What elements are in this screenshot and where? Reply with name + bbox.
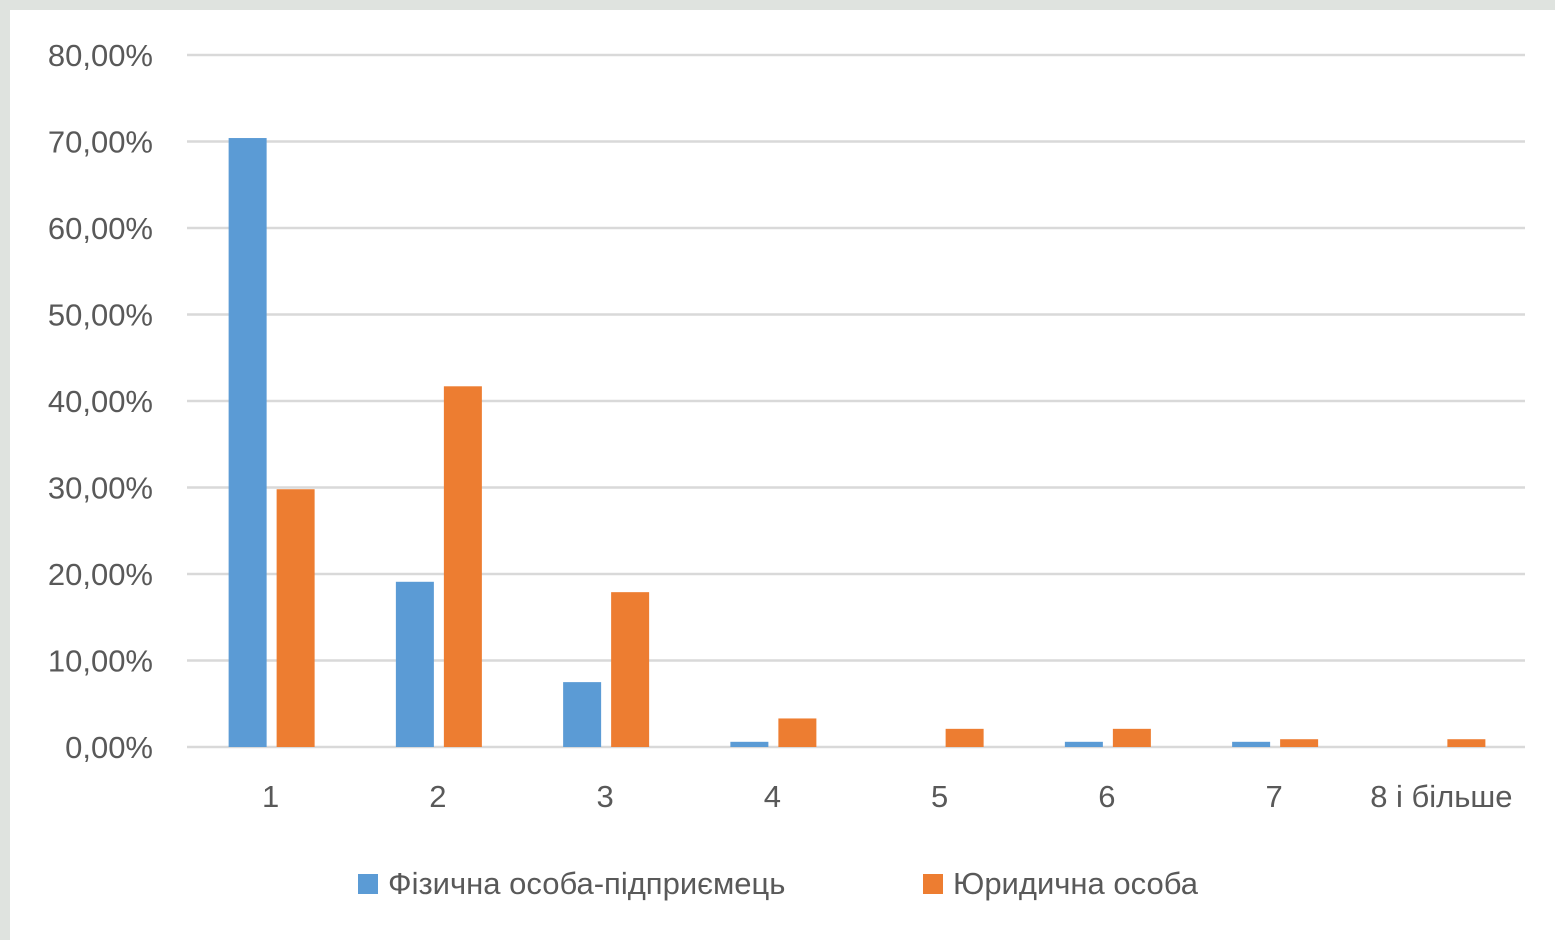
y-tick-label: 10,00% (48, 644, 153, 679)
y-tick-label: 50,00% (48, 298, 153, 333)
bar-series2-cat-2 (443, 386, 482, 747)
x-tick-label: 5 (931, 779, 948, 814)
x-tick-label: 6 (1098, 779, 1115, 814)
x-tick-label: 3 (597, 779, 614, 814)
y-tick-label: 30,00% (48, 471, 153, 506)
legend-label-1: Фізична особа-підприємець (388, 866, 785, 901)
chart-frame: 0,00% 10,00% 20,00% 30,00% 40,00% 50,00% 60,00… (10, 10, 1555, 940)
y-tick-label: 80,00% (48, 38, 153, 73)
legend-swatch-1 (358, 874, 378, 894)
y-tick-label: 0,00% (65, 730, 153, 765)
y-tick-label: 60,00% (48, 211, 153, 246)
x-tick-label: 8 і більше (1370, 779, 1512, 814)
bar-series2-cat-5 (945, 728, 984, 747)
x-tick-label: 1 (262, 779, 279, 814)
bar-chart: 0,00% 10,00% 20,00% 30,00% 40,00% 50,00% 60,00… (48, 38, 1525, 901)
bar-series2-cat-4 (778, 718, 817, 747)
bar-series1-cat-7 (1232, 741, 1271, 747)
bar-series1-cat-4 (730, 741, 769, 747)
bar-series2-cat-3 (611, 592, 650, 747)
legend-swatch-2 (923, 874, 943, 894)
bar-series1-cat-2 (395, 581, 434, 747)
bar-series1-cat-3 (563, 682, 602, 747)
x-tick-label: 2 (429, 779, 446, 814)
bar-series1-cat-1 (228, 138, 267, 748)
bar-series2-cat-7 (1280, 739, 1319, 747)
legend-label-2: Юридична особа (953, 866, 1199, 901)
y-tick-label: 70,00% (48, 125, 153, 160)
y-tick-label: 20,00% (48, 557, 153, 592)
x-tick-label: 4 (764, 779, 781, 814)
x-tick-label: 7 (1266, 779, 1283, 814)
bar-series1-cat-6 (1064, 741, 1103, 747)
bar-series2-cat-6 (1112, 728, 1151, 747)
bar-series2-cat-1 (276, 489, 315, 747)
y-tick-label: 40,00% (48, 384, 153, 419)
bar-series2-cat-8 (1447, 739, 1486, 747)
